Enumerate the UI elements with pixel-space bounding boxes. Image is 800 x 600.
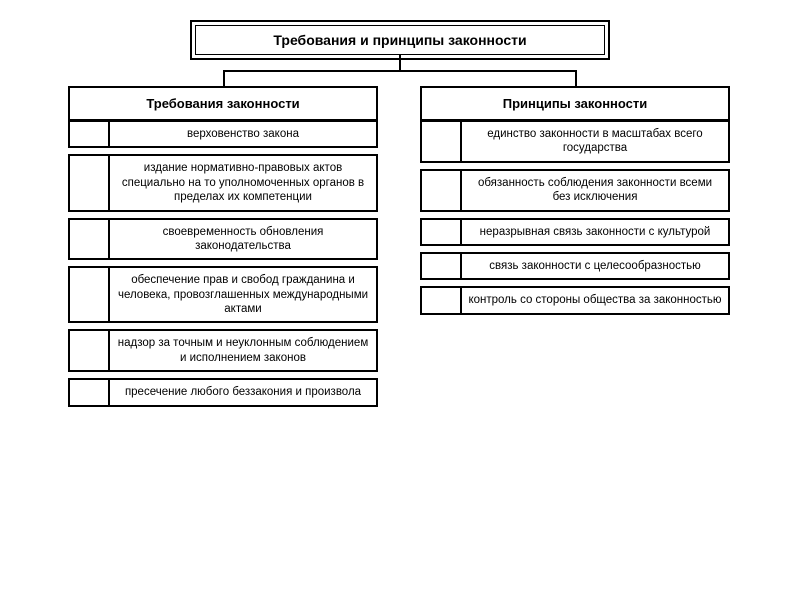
list-item: пресечение любого беззакония и произвола — [68, 378, 378, 406]
right-column: единство законности в масштабах всего го… — [420, 120, 730, 321]
root-label: Требования и принципы законности — [195, 25, 605, 55]
connector — [223, 70, 225, 86]
stub — [68, 329, 108, 372]
item-label: единство законности в масштабах всего го… — [460, 120, 730, 163]
item-label: верховенство закона — [108, 120, 378, 148]
item-label: надзор за точным и неуклонным соблюдение… — [108, 329, 378, 372]
connector — [399, 54, 401, 70]
branch-header-right: Принципы законности — [420, 86, 730, 121]
stub — [68, 154, 108, 211]
stub — [68, 218, 108, 261]
list-item: единство законности в масштабах всего го… — [420, 120, 730, 163]
item-label: связь законности с целесообразностью — [460, 252, 730, 280]
list-item: неразрывная связь законности с культурой — [420, 218, 730, 246]
item-label: пресечение любого беззакония и произвола — [108, 378, 378, 406]
item-label: обеспечение прав и свобод гражданина и ч… — [108, 266, 378, 323]
list-item: издание нормативно-правовых актов специа… — [68, 154, 378, 211]
item-label: неразрывная связь законности с культурой — [460, 218, 730, 246]
item-label: контроль со стороны общества за законнос… — [460, 286, 730, 314]
connector — [575, 70, 577, 86]
stub — [420, 169, 460, 212]
list-item: надзор за точным и неуклонным соблюдение… — [68, 329, 378, 372]
stub — [420, 252, 460, 280]
list-item: обеспечение прав и свобод гражданина и ч… — [68, 266, 378, 323]
stub — [68, 266, 108, 323]
list-item: связь законности с целесообразностью — [420, 252, 730, 280]
item-label: своевременность обновления законодательс… — [108, 218, 378, 261]
item-label: обязанность соблюдения законности всеми … — [460, 169, 730, 212]
left-column: верховенство закона издание нормативно-п… — [68, 120, 378, 413]
list-item: верховенство закона — [68, 120, 378, 148]
stub — [420, 218, 460, 246]
stub — [420, 286, 460, 314]
stub — [420, 120, 460, 163]
list-item: обязанность соблюдения законности всеми … — [420, 169, 730, 212]
connector — [223, 70, 577, 72]
list-item: контроль со стороны общества за законнос… — [420, 286, 730, 314]
list-item: своевременность обновления законодательс… — [68, 218, 378, 261]
stub — [68, 378, 108, 406]
item-label: издание нормативно-правовых актов специа… — [108, 154, 378, 211]
branch-header-left: Требования законности — [68, 86, 378, 121]
stub — [68, 120, 108, 148]
